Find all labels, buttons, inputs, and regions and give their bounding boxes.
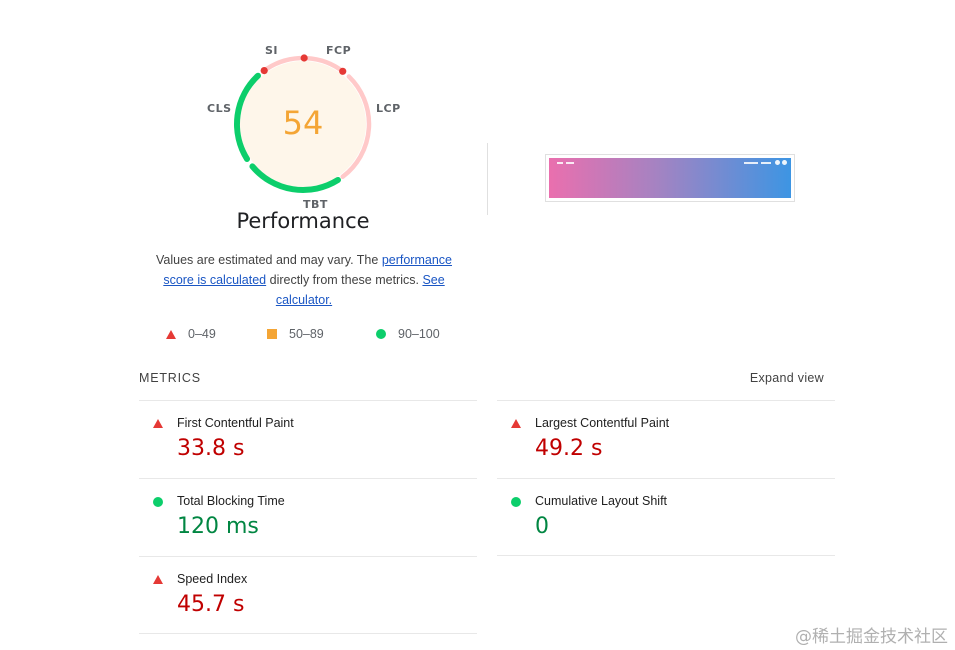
screenshot-nav-mark (566, 162, 574, 164)
score-calculated-link[interactable]: performance score is calculated (163, 253, 452, 287)
gauge-ring (234, 54, 372, 193)
gauge-label-tbt: TBT (303, 198, 328, 211)
final-screenshot-thumbnail[interactable] (545, 154, 795, 202)
performance-score: 54 (282, 104, 324, 142)
legend-label: 50–89 (289, 327, 324, 341)
triangle-icon (166, 329, 176, 339)
screenshot-nav-mark (744, 162, 758, 164)
legend-item-fail: 0–49 (166, 327, 216, 341)
performance-title: Performance (236, 209, 370, 233)
score-description: Values are estimated and may vary. The p… (140, 250, 468, 310)
watermark: @稀土掘金技术社区 (795, 627, 948, 647)
metric-speed-index: Speed Index 45.7 s (139, 556, 477, 633)
square-icon (267, 329, 277, 339)
gauge-arc-tbt (249, 163, 341, 193)
description-text-2: directly from these metrics. (266, 273, 423, 287)
legend-item-average: 50–89 (267, 327, 324, 341)
metric-name: Total Blocking Time (177, 494, 285, 508)
metric-name: Cumulative Layout Shift (535, 494, 668, 508)
metric-largest-contentful-paint: Largest Contentful Paint 49.2 s (497, 400, 835, 477)
metric-value: 49.2 s (535, 436, 603, 461)
expand-view-toggle[interactable]: Expand view (749, 371, 824, 385)
metric-value: 45.7 s (177, 592, 245, 617)
screenshot-image (549, 158, 791, 198)
metric-value: 33.8 s (177, 436, 245, 461)
gauge-si-marker (260, 67, 268, 75)
gauge-label-lcp: LCP (376, 102, 401, 115)
see-calculator-link[interactable]: See calculator. (275, 273, 445, 307)
metric-name: First Contentful Paint (177, 416, 294, 430)
metric-value: 120 ms (177, 514, 259, 539)
gauge-fcp-marker (300, 54, 308, 62)
pass-circle-icon (153, 497, 163, 507)
metric-first-contentful-paint: First Contentful Paint 33.8 s (139, 400, 477, 477)
fail-triangle-icon (153, 575, 163, 584)
gauge-lcp-marker (339, 67, 347, 75)
metric-total-blocking-time: Total Blocking Time 120 ms (139, 478, 477, 555)
metrics-heading: METRICS (139, 371, 201, 385)
fail-triangle-icon (511, 419, 521, 428)
pass-circle-icon (511, 497, 521, 507)
metric-name: Speed Index (177, 572, 248, 586)
legend-label: 90–100 (398, 327, 440, 341)
section-divider (487, 143, 488, 215)
metric-name: Largest Contentful Paint (535, 416, 670, 430)
metrics-row-divider (497, 555, 835, 556)
legend-item-pass: 90–100 (376, 327, 440, 341)
description-text: Values are estimated and may vary. The (156, 253, 382, 267)
gauge-score-fill (240, 61, 366, 187)
screenshot-dot (782, 160, 787, 165)
screenshot-nav-mark (761, 162, 771, 164)
gauge-arc-lcp (340, 74, 372, 179)
metric-value: 0 (535, 514, 549, 539)
gauge-label-si: SI (265, 44, 279, 57)
gauge-label-cls: CLS (207, 102, 232, 115)
gauge-arc-cls (234, 72, 261, 162)
screenshot-dot (775, 160, 780, 165)
metrics-row-divider (139, 633, 477, 634)
circle-icon (376, 329, 386, 339)
metric-cumulative-layout-shift: Cumulative Layout Shift 0 (497, 478, 835, 555)
screenshot-logo-mark (557, 162, 563, 164)
performance-gauge: SI FCP LCP CLS TBT 54 (200, 38, 410, 213)
fail-triangle-icon (153, 419, 163, 428)
gauge-label-fcp: FCP (326, 44, 352, 57)
legend-label: 0–49 (188, 327, 216, 341)
